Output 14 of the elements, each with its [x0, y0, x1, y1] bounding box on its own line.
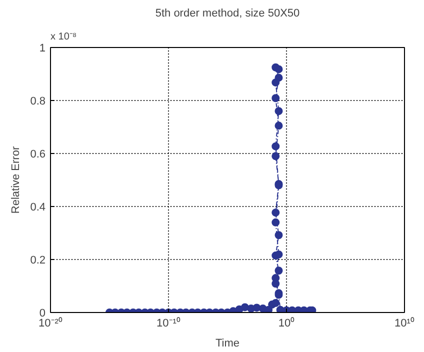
- y-tick-label: 0.6: [30, 148, 46, 160]
- y-tick-label: 0: [39, 308, 46, 320]
- x-tick-label: 10⁻²⁰: [38, 316, 62, 330]
- text: x 10⁻⁸: [50, 32, 77, 42]
- x-tick-label: 10⁰: [278, 316, 295, 330]
- y-axis-title: Relative Error: [10, 146, 22, 214]
- x-axis-title: Time: [215, 338, 240, 350]
- y-tick-label: 1: [39, 42, 46, 54]
- x-tick-label: 10⁻¹⁰: [156, 316, 180, 330]
- chart-title: 5th order method, size 50X50: [155, 8, 300, 20]
- y-tick-label: 0.2: [30, 254, 46, 266]
- y-tick-label: 0.4: [30, 202, 46, 214]
- y-tick-label: 0.8: [30, 96, 46, 108]
- x-tick-label: 10¹⁰: [394, 316, 414, 330]
